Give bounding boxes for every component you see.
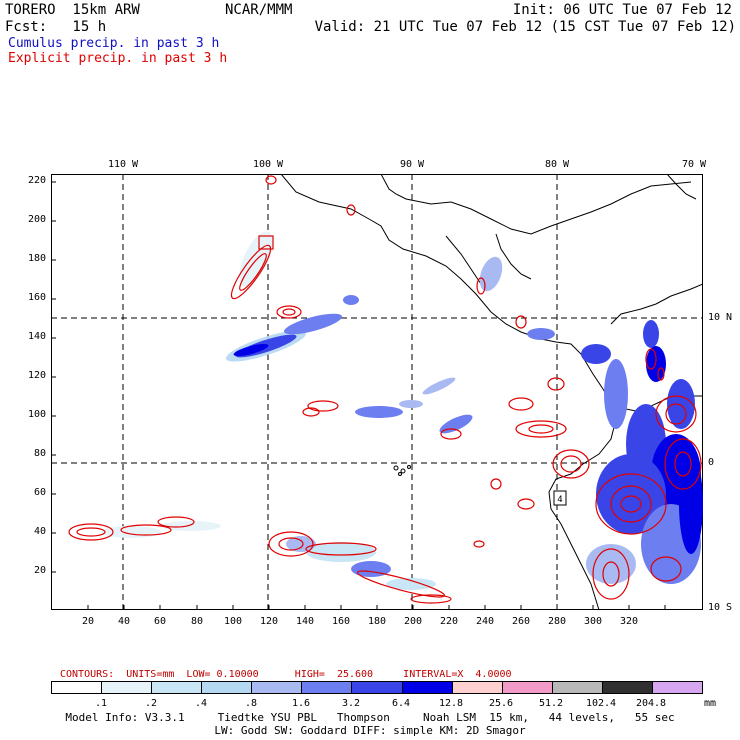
color-swatch [52,682,103,693]
x-tick: 300 [583,616,603,627]
lon-label-100w: 100 W [252,159,284,170]
x-tick: 240 [475,616,495,627]
color-swatch [602,682,653,693]
color-bar [51,681,703,694]
y-tick: 200 [27,214,46,225]
x-tick: 20 [81,616,95,627]
color-swatch [552,682,603,693]
level-label: .2 [144,698,158,709]
level-label: 1.6 [291,698,311,709]
svg-text:4: 4 [557,495,562,505]
y-tick: 60 [33,487,46,498]
x-tick: 280 [547,616,567,627]
x-tick: 140 [295,616,315,627]
x-tick: 80 [190,616,204,627]
x-tick: 220 [439,616,459,627]
x-tick: 40 [117,616,131,627]
lon-label-90w: 90 W [399,159,425,170]
x-tick: 320 [619,616,639,627]
x-tick: 180 [367,616,387,627]
cumulus-precip-label: Cumulus precip. in past 3 h [8,36,220,51]
lat-label-0: 0 [708,457,715,468]
model-info: Model Info: V3.3.1 Tiedtke YSU PBL Thomp… [65,711,675,724]
physics-info: LW: Godd SW: Goddard DIFF: simple KM: 2D… [214,724,526,737]
color-swatch [152,682,203,693]
level-label: 204.8 [635,698,667,709]
lon-label-70w: 70 W [681,159,707,170]
x-tick: 60 [153,616,167,627]
lat-label-10s: 10 S [708,602,733,613]
y-tick: 100 [27,409,46,420]
x-tick: 100 [223,616,243,627]
y-tick: 40 [33,526,46,537]
valid-time: Valid: 21 UTC Tue 07 Feb 12 (15 CST Tue … [314,19,736,35]
station-marker: 4 [553,490,567,506]
level-label: 51.2 [538,698,564,709]
color-swatch [352,682,403,693]
y-tick: 220 [27,175,46,186]
y-tick: 160 [27,292,46,303]
x-tick: 260 [511,616,531,627]
lon-label-80w: 80 W [544,159,570,170]
color-swatch [502,682,553,693]
explicit-precip-label: Explicit precip. in past 3 h [8,51,228,66]
color-swatch [452,682,503,693]
level-label: .1 [94,698,108,709]
x-tick: 160 [331,616,351,627]
level-label: 25.6 [488,698,514,709]
units-label: mm [703,698,717,709]
init-time: Init: 06 UTC Tue 07 Feb 12 [512,2,732,18]
model-title: TORERO 15km ARW [5,2,140,18]
cumulus-precip-shading [101,231,703,590]
y-tick: 140 [27,331,46,342]
level-label: 6.4 [391,698,411,709]
color-swatch [402,682,453,693]
org-label: NCAR/MMM [225,2,293,18]
x-tick: 120 [259,616,279,627]
color-swatch [252,682,303,693]
level-label: 3.2 [341,698,361,709]
y-tick: 120 [27,370,46,381]
color-swatch [302,682,353,693]
y-tick: 180 [27,253,46,264]
explicit-precip-contours [68,175,702,604]
lon-label-110w: 110 W [107,159,139,170]
y-tick: 80 [33,448,46,459]
x-tick: 200 [403,616,423,627]
level-label: .8 [244,698,258,709]
map-frame [51,174,703,610]
level-label: 102.4 [585,698,617,709]
level-label: .4 [194,698,208,709]
color-swatch [102,682,153,693]
color-swatch [652,682,703,693]
precip-map: 4 [51,174,703,610]
contour-info: CONTOURS: UNITS=mm LOW= 0.10000 HIGH= 25… [60,669,512,680]
y-tick: 20 [33,565,46,576]
lat-label-10n: 10 N [708,312,733,323]
level-label: 12.8 [438,698,464,709]
color-swatch [202,682,253,693]
forecast-hour: Fcst: 15 h [5,19,107,35]
